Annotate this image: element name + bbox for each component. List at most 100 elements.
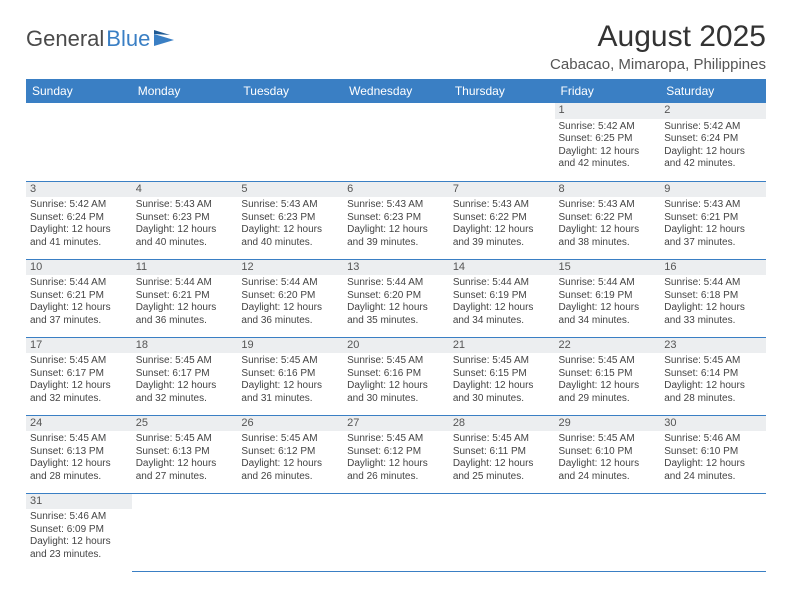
sunset-text: Sunset: 6:20 PM xyxy=(241,290,339,303)
daylight-text: and 29 minutes. xyxy=(559,393,657,406)
calendar-cell: 17Sunrise: 5:45 AMSunset: 6:17 PMDayligh… xyxy=(26,337,132,415)
daylight-text: Daylight: 12 hours xyxy=(241,458,339,471)
sunset-text: Sunset: 6:23 PM xyxy=(347,212,445,225)
day-number: 15 xyxy=(555,260,661,276)
calendar-cell: 8Sunrise: 5:43 AMSunset: 6:22 PMDaylight… xyxy=(555,181,661,259)
sunset-text: Sunset: 6:24 PM xyxy=(30,212,128,225)
col-tuesday: Tuesday xyxy=(237,79,343,103)
sunset-text: Sunset: 6:19 PM xyxy=(559,290,657,303)
daylight-text: and 40 minutes. xyxy=(136,237,234,250)
daylight-text: and 42 minutes. xyxy=(559,158,657,171)
calendar-row: 3Sunrise: 5:42 AMSunset: 6:24 PMDaylight… xyxy=(26,181,766,259)
calendar-cell: 21Sunrise: 5:45 AMSunset: 6:15 PMDayligh… xyxy=(449,337,555,415)
daylight-text: Daylight: 12 hours xyxy=(559,380,657,393)
sunrise-text: Sunrise: 5:45 AM xyxy=(453,433,551,446)
daylight-text: and 36 minutes. xyxy=(136,315,234,328)
calendar-body: 1Sunrise: 5:42 AMSunset: 6:25 PMDaylight… xyxy=(26,103,766,571)
sunset-text: Sunset: 6:21 PM xyxy=(136,290,234,303)
daylight-text: Daylight: 12 hours xyxy=(30,302,128,315)
daylight-text: Daylight: 12 hours xyxy=(347,224,445,237)
sunset-text: Sunset: 6:12 PM xyxy=(347,446,445,459)
title-block: August 2025 Cabacao, Mimaropa, Philippin… xyxy=(550,20,766,73)
sunrise-text: Sunrise: 5:45 AM xyxy=(241,355,339,368)
sunrise-text: Sunrise: 5:45 AM xyxy=(453,355,551,368)
sunset-text: Sunset: 6:23 PM xyxy=(241,212,339,225)
calendar-page: GeneralBlue August 2025 Cabacao, Mimarop… xyxy=(0,0,792,592)
calendar-cell: 4Sunrise: 5:43 AMSunset: 6:23 PMDaylight… xyxy=(132,181,238,259)
sunrise-text: Sunrise: 5:42 AM xyxy=(30,199,128,212)
calendar-cell xyxy=(660,493,766,571)
sunrise-text: Sunrise: 5:45 AM xyxy=(136,355,234,368)
sunrise-text: Sunrise: 5:45 AM xyxy=(136,433,234,446)
daylight-text: and 38 minutes. xyxy=(559,237,657,250)
header-row: GeneralBlue August 2025 Cabacao, Mimarop… xyxy=(26,20,766,73)
sunset-text: Sunset: 6:17 PM xyxy=(136,368,234,381)
calendar-cell xyxy=(449,493,555,571)
calendar-row: 31Sunrise: 5:46 AMSunset: 6:09 PMDayligh… xyxy=(26,493,766,571)
sunset-text: Sunset: 6:23 PM xyxy=(136,212,234,225)
daylight-text: Daylight: 12 hours xyxy=(30,458,128,471)
daylight-text: Daylight: 12 hours xyxy=(241,224,339,237)
daylight-text: Daylight: 12 hours xyxy=(559,146,657,159)
sunset-text: Sunset: 6:12 PM xyxy=(241,446,339,459)
daylight-text: and 40 minutes. xyxy=(241,237,339,250)
daylight-text: Daylight: 12 hours xyxy=(241,302,339,315)
sunset-text: Sunset: 6:21 PM xyxy=(664,212,762,225)
day-number: 9 xyxy=(660,182,766,198)
day-number: 25 xyxy=(132,416,238,432)
sunrise-text: Sunrise: 5:43 AM xyxy=(664,199,762,212)
calendar-cell: 1Sunrise: 5:42 AMSunset: 6:25 PMDaylight… xyxy=(555,103,661,181)
sunset-text: Sunset: 6:16 PM xyxy=(241,368,339,381)
daylight-text: and 30 minutes. xyxy=(453,393,551,406)
sunrise-text: Sunrise: 5:44 AM xyxy=(347,277,445,290)
day-number: 23 xyxy=(660,338,766,354)
daylight-text: Daylight: 12 hours xyxy=(347,302,445,315)
daylight-text: and 25 minutes. xyxy=(453,471,551,484)
day-number: 12 xyxy=(237,260,343,276)
calendar-table: Sunday Monday Tuesday Wednesday Thursday… xyxy=(26,79,766,572)
sunrise-text: Sunrise: 5:44 AM xyxy=(30,277,128,290)
daylight-text: and 34 minutes. xyxy=(559,315,657,328)
daylight-text: Daylight: 12 hours xyxy=(664,302,762,315)
daylight-text: and 35 minutes. xyxy=(347,315,445,328)
sunset-text: Sunset: 6:19 PM xyxy=(453,290,551,303)
sunset-text: Sunset: 6:15 PM xyxy=(559,368,657,381)
sunrise-text: Sunrise: 5:46 AM xyxy=(664,433,762,446)
day-number: 13 xyxy=(343,260,449,276)
day-number: 3 xyxy=(26,182,132,198)
calendar-cell: 30Sunrise: 5:46 AMSunset: 6:10 PMDayligh… xyxy=(660,415,766,493)
daylight-text: and 37 minutes. xyxy=(664,237,762,250)
daylight-text: Daylight: 12 hours xyxy=(664,380,762,393)
day-number: 22 xyxy=(555,338,661,354)
sunrise-text: Sunrise: 5:43 AM xyxy=(347,199,445,212)
day-number: 30 xyxy=(660,416,766,432)
sunset-text: Sunset: 6:22 PM xyxy=(559,212,657,225)
daylight-text: and 28 minutes. xyxy=(664,393,762,406)
col-thursday: Thursday xyxy=(449,79,555,103)
calendar-cell: 24Sunrise: 5:45 AMSunset: 6:13 PMDayligh… xyxy=(26,415,132,493)
calendar-cell: 10Sunrise: 5:44 AMSunset: 6:21 PMDayligh… xyxy=(26,259,132,337)
sunrise-text: Sunrise: 5:42 AM xyxy=(664,121,762,134)
sunset-text: Sunset: 6:11 PM xyxy=(453,446,551,459)
calendar-cell xyxy=(343,493,449,571)
day-number: 10 xyxy=(26,260,132,276)
calendar-cell: 2Sunrise: 5:42 AMSunset: 6:24 PMDaylight… xyxy=(660,103,766,181)
daylight-text: and 24 minutes. xyxy=(664,471,762,484)
daylight-text: Daylight: 12 hours xyxy=(30,224,128,237)
daylight-text: Daylight: 12 hours xyxy=(453,224,551,237)
sunrise-text: Sunrise: 5:43 AM xyxy=(136,199,234,212)
calendar-cell: 18Sunrise: 5:45 AMSunset: 6:17 PMDayligh… xyxy=(132,337,238,415)
daylight-text: Daylight: 12 hours xyxy=(559,224,657,237)
daylight-text: Daylight: 12 hours xyxy=(559,302,657,315)
sunrise-text: Sunrise: 5:45 AM xyxy=(30,433,128,446)
calendar-cell: 27Sunrise: 5:45 AMSunset: 6:12 PMDayligh… xyxy=(343,415,449,493)
daylight-text: and 24 minutes. xyxy=(559,471,657,484)
sunrise-text: Sunrise: 5:45 AM xyxy=(559,355,657,368)
header-row-days: Sunday Monday Tuesday Wednesday Thursday… xyxy=(26,79,766,103)
day-number: 27 xyxy=(343,416,449,432)
logo: GeneralBlue xyxy=(26,26,176,52)
col-sunday: Sunday xyxy=(26,79,132,103)
sunset-text: Sunset: 6:14 PM xyxy=(664,368,762,381)
calendar-cell xyxy=(132,103,238,181)
sunset-text: Sunset: 6:15 PM xyxy=(453,368,551,381)
